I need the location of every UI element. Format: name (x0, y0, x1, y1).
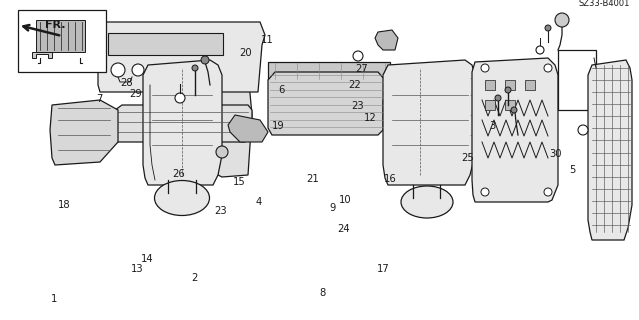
Text: 14: 14 (141, 254, 153, 264)
Bar (108, 33, 223, 55)
Text: 15: 15 (233, 177, 246, 188)
Circle shape (578, 125, 588, 135)
Bar (505, 80, 515, 90)
Circle shape (555, 13, 569, 27)
Text: 22: 22 (348, 80, 361, 90)
Text: 8: 8 (320, 288, 326, 298)
Polygon shape (36, 20, 85, 52)
Bar (525, 80, 535, 90)
Circle shape (175, 93, 185, 103)
Polygon shape (472, 58, 558, 202)
Bar (558, 50, 596, 110)
Circle shape (505, 87, 511, 93)
Text: 10: 10 (339, 195, 351, 205)
Polygon shape (143, 60, 222, 185)
Text: 19: 19 (272, 121, 284, 132)
Text: 7: 7 (96, 94, 102, 104)
Circle shape (481, 64, 489, 72)
Polygon shape (375, 30, 398, 50)
Circle shape (216, 146, 228, 158)
Polygon shape (468, 68, 545, 155)
Text: 1: 1 (51, 294, 58, 304)
Text: 25: 25 (461, 153, 474, 164)
Circle shape (132, 64, 144, 76)
Text: 11: 11 (261, 35, 273, 45)
Bar (485, 80, 495, 90)
Circle shape (495, 95, 501, 101)
Polygon shape (228, 115, 268, 142)
Text: 26: 26 (173, 169, 185, 180)
Circle shape (201, 56, 209, 64)
Text: 5: 5 (569, 164, 575, 175)
Text: 24: 24 (337, 224, 350, 234)
Text: 9: 9 (329, 203, 335, 213)
Text: 4: 4 (256, 196, 262, 207)
Polygon shape (383, 60, 475, 185)
Text: 29: 29 (130, 89, 142, 100)
Text: FR.: FR. (45, 20, 66, 30)
Polygon shape (383, 95, 400, 135)
Circle shape (536, 46, 544, 54)
Text: 18: 18 (58, 200, 70, 210)
Text: 23: 23 (351, 100, 364, 111)
Text: 13: 13 (131, 264, 144, 274)
Polygon shape (588, 60, 632, 240)
Text: 28: 28 (120, 78, 133, 88)
Circle shape (353, 51, 363, 61)
Polygon shape (50, 100, 118, 165)
Bar (505, 100, 515, 110)
Text: 21: 21 (307, 174, 320, 184)
Circle shape (481, 188, 489, 196)
Text: 16: 16 (383, 174, 396, 184)
Text: 30: 30 (550, 148, 562, 159)
Circle shape (544, 188, 552, 196)
Ellipse shape (155, 180, 210, 215)
Bar (485, 100, 495, 110)
Text: 6: 6 (278, 84, 284, 95)
Text: 12: 12 (364, 113, 377, 124)
Circle shape (111, 63, 125, 77)
Circle shape (192, 65, 198, 71)
Polygon shape (268, 72, 385, 135)
Circle shape (545, 25, 551, 31)
Text: 3: 3 (489, 121, 495, 132)
Text: 23: 23 (214, 206, 227, 216)
Text: 2: 2 (192, 273, 198, 284)
Polygon shape (115, 105, 252, 142)
Bar (18, 10, 106, 72)
Text: SZ33-B4001: SZ33-B4001 (579, 0, 630, 8)
Circle shape (511, 107, 517, 113)
Bar (268, 62, 390, 80)
Text: 20: 20 (240, 48, 252, 58)
Text: 27: 27 (355, 64, 368, 74)
Text: 17: 17 (377, 264, 390, 274)
Ellipse shape (401, 186, 453, 218)
Polygon shape (218, 68, 252, 177)
Polygon shape (32, 52, 52, 58)
Polygon shape (98, 22, 265, 92)
Circle shape (544, 64, 552, 72)
